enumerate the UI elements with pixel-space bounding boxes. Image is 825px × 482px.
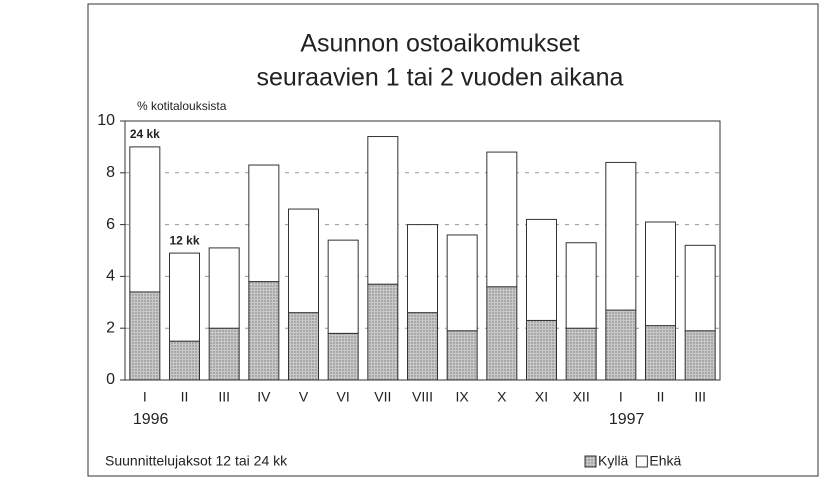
bar-segment xyxy=(486,151,518,288)
chart-title: seuraavien 1 tai 2 vuoden aikana xyxy=(257,64,624,92)
bar-segment xyxy=(565,242,597,329)
x-tick-label: III xyxy=(218,389,230,405)
bar-segment xyxy=(407,224,438,314)
x-tick-label: I xyxy=(143,389,147,405)
bar-segment xyxy=(645,221,676,327)
x-tick-label: III xyxy=(694,389,706,405)
bar-segment xyxy=(367,283,399,381)
bar-segment xyxy=(248,281,280,381)
y-tick-label: 6 xyxy=(106,216,115,233)
y-tick-label: 4 xyxy=(106,268,115,285)
x-tick-label: VII xyxy=(374,389,391,405)
bar-segment xyxy=(446,330,478,381)
x-tick-label: X xyxy=(497,389,507,405)
x-tick-label: VI xyxy=(337,389,350,405)
chart-title: Asunnon ostoaikomukset xyxy=(300,30,579,58)
bar-segment xyxy=(169,252,200,342)
legend-swatch xyxy=(635,455,648,468)
bar-segment xyxy=(486,286,518,381)
bar-segment xyxy=(605,309,637,381)
bar-segment xyxy=(526,319,557,381)
bar-segment xyxy=(208,247,240,329)
year-label: 1997 xyxy=(609,411,645,428)
y-axis-label: % kotitalouksista xyxy=(137,99,227,113)
bar-segment xyxy=(208,327,240,381)
x-tick-label: IX xyxy=(456,389,470,405)
bar-segment xyxy=(288,312,319,381)
x-tick-label: XII xyxy=(573,389,590,405)
bar-segment xyxy=(605,161,637,311)
x-tick-label: II xyxy=(657,389,665,405)
annotation: 12 kk xyxy=(170,233,200,247)
footnote: Suunnittelujaksot 12 tai 24 kk xyxy=(105,453,288,469)
bar-segment xyxy=(645,325,676,381)
legend-label: Ehkä xyxy=(649,453,681,469)
bar-segment xyxy=(565,327,597,381)
year-label: 1996 xyxy=(133,411,169,428)
annotation: 24 kk xyxy=(130,127,160,141)
x-tick-label: XI xyxy=(535,389,548,405)
y-tick-label: 10 xyxy=(97,112,115,129)
bar-segment xyxy=(407,312,438,381)
bar-segment xyxy=(169,340,200,381)
bar-segment xyxy=(327,239,359,334)
bar-segment xyxy=(684,330,716,381)
bar-segment xyxy=(248,164,280,283)
legend-swatch xyxy=(584,455,597,468)
y-tick-label: 8 xyxy=(106,164,115,181)
bar-segment xyxy=(526,218,557,321)
bar-segment xyxy=(327,332,359,381)
legend-label: Kyllä xyxy=(598,453,629,469)
x-tick-label: IV xyxy=(257,389,271,405)
frame xyxy=(87,3,819,477)
bar-segment xyxy=(367,136,399,285)
x-tick-label: V xyxy=(299,389,309,405)
y-tick-label: 0 xyxy=(106,371,115,388)
y-tick-label: 2 xyxy=(106,319,115,336)
bar-segment xyxy=(129,146,161,293)
bar-segment xyxy=(288,208,319,314)
plot-frame xyxy=(124,120,721,381)
x-tick-label: I xyxy=(619,389,623,405)
x-tick-label: VIII xyxy=(412,389,433,405)
bar-segment xyxy=(684,244,716,332)
bar-segment xyxy=(446,234,478,332)
x-tick-label: II xyxy=(181,389,189,405)
bar-segment xyxy=(129,291,161,381)
